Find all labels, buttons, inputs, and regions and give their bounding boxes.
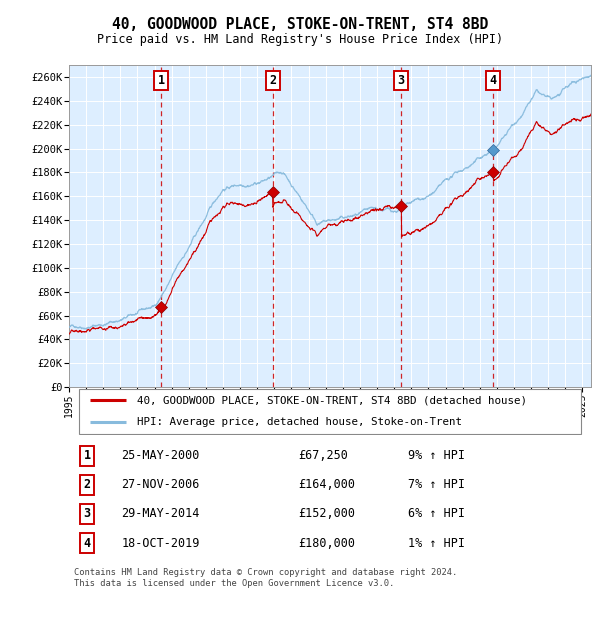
Text: 1: 1 [84,450,91,463]
Text: £152,000: £152,000 [299,507,356,520]
Text: 3: 3 [84,507,91,520]
Text: 7% ↑ HPI: 7% ↑ HPI [409,479,466,492]
Text: £67,250: £67,250 [299,450,349,463]
Text: 2: 2 [269,74,276,87]
Text: 40, GOODWOOD PLACE, STOKE-ON-TRENT, ST4 8BD: 40, GOODWOOD PLACE, STOKE-ON-TRENT, ST4 … [112,17,488,32]
Text: 3: 3 [398,74,405,87]
Text: 29-MAY-2014: 29-MAY-2014 [121,507,200,520]
Text: 1: 1 [158,74,164,87]
Text: 1% ↑ HPI: 1% ↑ HPI [409,536,466,549]
Text: 40, GOODWOOD PLACE, STOKE-ON-TRENT, ST4 8BD (detached house): 40, GOODWOOD PLACE, STOKE-ON-TRENT, ST4 … [137,395,527,405]
Text: 4: 4 [84,536,91,549]
Text: 9% ↑ HPI: 9% ↑ HPI [409,450,466,463]
Text: HPI: Average price, detached house, Stoke-on-Trent: HPI: Average price, detached house, Stok… [137,417,462,427]
Text: 18-OCT-2019: 18-OCT-2019 [121,536,200,549]
Text: 4: 4 [490,74,497,87]
Text: 6% ↑ HPI: 6% ↑ HPI [409,507,466,520]
Text: 25-MAY-2000: 25-MAY-2000 [121,450,200,463]
Text: £180,000: £180,000 [299,536,356,549]
Text: Price paid vs. HM Land Registry's House Price Index (HPI): Price paid vs. HM Land Registry's House … [97,33,503,46]
Text: 27-NOV-2006: 27-NOV-2006 [121,479,200,492]
Text: 2: 2 [84,479,91,492]
Text: £164,000: £164,000 [299,479,356,492]
FancyBboxPatch shape [79,389,581,433]
Text: Contains HM Land Registry data © Crown copyright and database right 2024.
This d: Contains HM Land Registry data © Crown c… [74,568,457,588]
